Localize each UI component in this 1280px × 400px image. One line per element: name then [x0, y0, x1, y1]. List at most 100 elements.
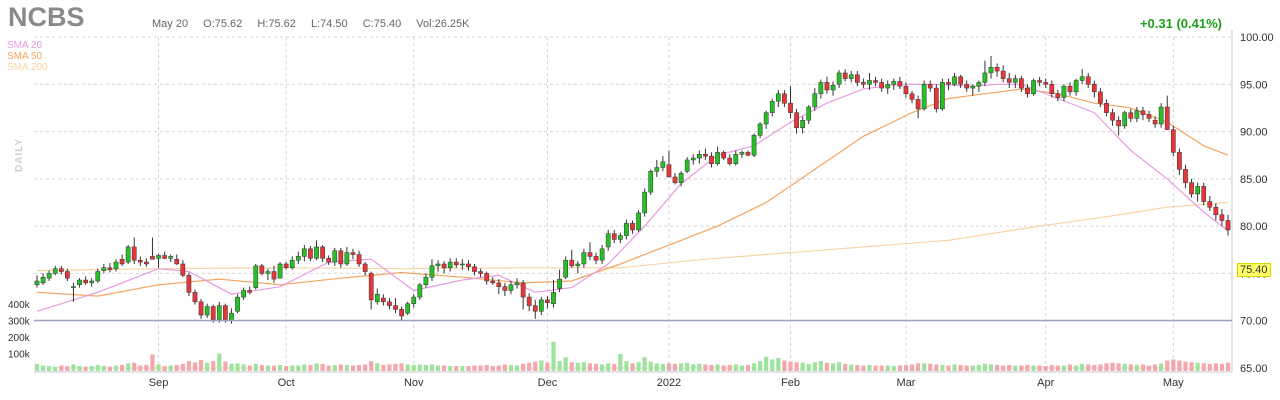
volume-bar [199, 360, 203, 371]
volume-tick-label: 100k [8, 350, 31, 361]
candle-body [1171, 130, 1175, 153]
candle-body [667, 165, 671, 177]
candle-body [636, 213, 640, 230]
candle-body [588, 253, 592, 257]
candle-body [108, 268, 112, 270]
volume-bar [782, 361, 786, 371]
candle-body [1019, 79, 1023, 88]
candle-body [229, 313, 233, 321]
candle-body [132, 247, 136, 260]
volume-bar [187, 361, 191, 371]
volume-bar [1001, 366, 1005, 372]
candle-body [661, 162, 665, 168]
volume-bar [649, 362, 653, 371]
volume-bar [831, 363, 835, 371]
x-tick-label: Sep [149, 377, 169, 389]
volume-bar [728, 365, 732, 371]
volume-bar [1080, 364, 1084, 371]
candle-body [1153, 120, 1157, 124]
volume-bar [1129, 364, 1133, 371]
volume-bar [582, 362, 586, 371]
close-readout: C:75.40 [363, 18, 402, 30]
candle-body [333, 251, 337, 262]
candle-body [734, 154, 738, 163]
candle-body [861, 82, 865, 84]
volume-bar [904, 365, 908, 371]
volume-bar [393, 364, 397, 371]
volume-bar [120, 365, 124, 371]
candle-body [308, 249, 312, 258]
candle-body [527, 297, 531, 306]
candle-body [691, 158, 695, 160]
y-tick-label: 90.00 [1240, 127, 1268, 139]
candle-body [1044, 82, 1048, 84]
candle-body [1074, 81, 1078, 92]
volume-bar [169, 366, 173, 372]
candle-body [102, 268, 106, 271]
volume-bar [1147, 366, 1151, 372]
candle-body [266, 272, 270, 274]
candle-body [418, 285, 422, 297]
candle-body [478, 272, 482, 274]
volume-bars [35, 342, 1230, 371]
volume-bar [333, 365, 337, 371]
candle-body [357, 255, 361, 264]
candle-body [169, 256, 173, 258]
candle-body [1135, 111, 1139, 119]
candle-body [345, 253, 349, 264]
volume-bar [533, 362, 537, 371]
volume-bar [576, 363, 580, 371]
volume-bar [205, 363, 209, 371]
volume-bar [296, 366, 300, 372]
candle-body [770, 101, 774, 112]
volume-bar [946, 366, 950, 372]
volume-bar [175, 365, 179, 371]
candle-body [1183, 169, 1187, 182]
candle-body [460, 264, 464, 265]
candle-body [843, 73, 847, 79]
candle-body [904, 86, 908, 94]
volume-bar [1153, 364, 1157, 371]
candle-body [272, 272, 276, 280]
candle-body [1031, 81, 1035, 94]
volume-bar [406, 364, 410, 371]
candle-body [564, 260, 568, 277]
candle-body [630, 223, 634, 230]
candle-body [892, 81, 896, 84]
volume-bar [491, 366, 495, 371]
volume-bar [454, 366, 458, 371]
volume-bar [278, 365, 282, 371]
candle-body [545, 300, 549, 303]
volume-bar [655, 363, 659, 371]
volume-bar [606, 363, 610, 371]
volume-bar [764, 357, 768, 371]
x-tick-label: Oct [278, 377, 295, 389]
volume-bar [952, 364, 956, 371]
candle-body [1123, 113, 1127, 126]
volume-bar [910, 364, 914, 371]
candle-body [873, 81, 877, 83]
candle-body [685, 160, 689, 171]
candle-body [90, 281, 94, 283]
candle-body [825, 82, 829, 90]
candle-body [284, 264, 288, 268]
volume-bar [703, 364, 707, 371]
candle-body [163, 255, 167, 258]
candle-body [922, 84, 926, 109]
candle-body [53, 269, 57, 274]
candle-body [928, 84, 932, 88]
volume-bar [1220, 364, 1224, 371]
candle-body [65, 272, 69, 279]
candle-body [1141, 111, 1145, 115]
volume-bar [861, 366, 865, 372]
candle-body [794, 113, 798, 128]
volume-bar [47, 366, 51, 371]
candle-body [977, 82, 981, 86]
legend-sma-200: SMA 200 [7, 62, 48, 73]
candle-body [576, 264, 580, 266]
candle-body [594, 256, 598, 260]
volume-bar [527, 363, 531, 371]
volume-bar [794, 362, 798, 371]
candle-body [96, 272, 100, 281]
